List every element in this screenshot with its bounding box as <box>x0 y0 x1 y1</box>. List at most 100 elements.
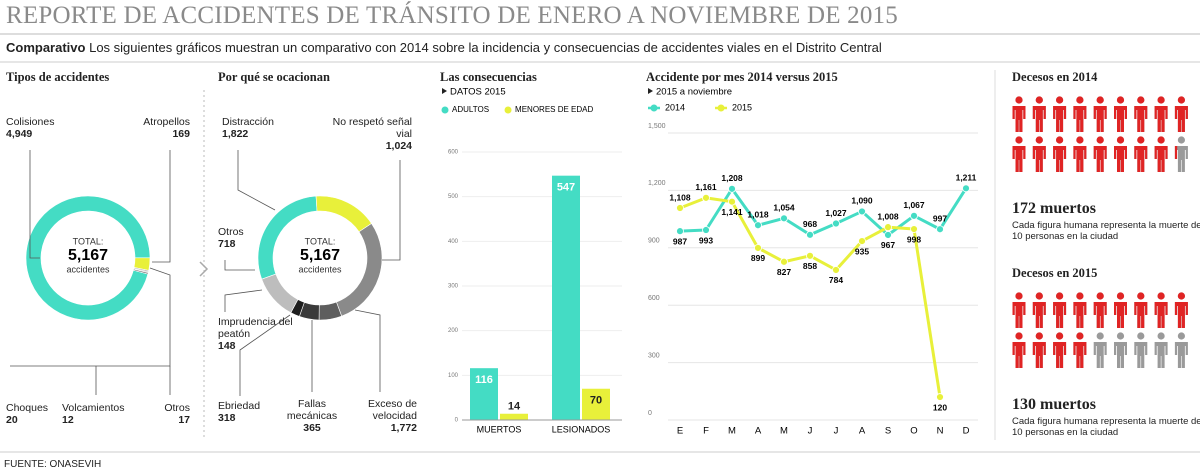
leader-line <box>237 150 276 211</box>
data-label: Ebriedad 318 <box>218 400 278 424</box>
donut-segment <box>133 268 149 275</box>
category-label: Colisiones <box>6 116 55 128</box>
data-label: Fallas mecánicas 365 <box>282 398 342 434</box>
value-label: 365 <box>303 422 321 434</box>
value-label: 1,018 <box>747 209 769 219</box>
category-label: Distracción <box>222 116 274 128</box>
x-tick-label: A <box>755 426 762 437</box>
pictogram <box>1012 292 1188 368</box>
point <box>962 184 970 193</box>
source: FUENTE: ONASEVIH <box>4 459 102 470</box>
y-tick-label: 300 <box>448 284 459 290</box>
person-icon <box>1053 96 1067 132</box>
category-label: Otros <box>164 402 190 414</box>
value-label: 1,027 <box>825 208 847 218</box>
value-label: 718 <box>218 238 236 250</box>
value-label: 1,024 <box>385 140 412 152</box>
person-icon <box>1134 292 1148 328</box>
y-tick-label: 400 <box>448 239 459 245</box>
bar <box>470 368 498 420</box>
category-label: Volcamientos <box>62 402 125 414</box>
category-label: Choques <box>6 402 49 414</box>
note: Cada figura humana representa la muerte … <box>1012 220 1200 242</box>
subtitle-bold: Comparativo <box>6 40 86 55</box>
legend-label: MENORES DE EDAD <box>515 105 593 114</box>
value-label: 968 <box>803 219 817 229</box>
category-label: No respetó señal vial <box>332 116 412 140</box>
y-tick-label: 600 <box>648 295 660 302</box>
value-label: 116 <box>475 374 493 386</box>
panel-subtitle: DATOS 2015 <box>450 87 506 98</box>
legend-label: 2014 <box>665 102 685 112</box>
point <box>936 225 944 234</box>
point <box>676 204 684 212</box>
value-label: 172 muertos <box>1012 200 1096 217</box>
data-label: Choques 20 <box>6 402 56 426</box>
value-label: 998 <box>907 234 921 244</box>
panel-title: Decesos en 2015 <box>1012 266 1098 280</box>
person-icon <box>1093 136 1107 172</box>
y-tick-label: 0 <box>648 410 652 417</box>
line-series <box>679 187 968 237</box>
value-label: 1,054 <box>773 203 795 213</box>
y-tick-label: 1,200 <box>648 180 666 187</box>
person-icon <box>1174 292 1188 328</box>
person-icon <box>1012 96 1026 132</box>
person-icon <box>1032 96 1046 132</box>
point <box>780 214 788 223</box>
y-tick-label: 1,500 <box>648 123 666 130</box>
value-label: 1,772 <box>390 422 417 434</box>
x-tick-label: M <box>780 426 788 437</box>
value-label: 987 <box>673 236 687 246</box>
total-label: TOTAL: <box>305 236 336 246</box>
bullet <box>648 88 653 94</box>
value-label: 14 <box>508 401 521 413</box>
panel-title: Decesos en 2014 <box>1012 70 1098 84</box>
leader-line <box>10 267 171 367</box>
person-icon <box>1154 96 1168 132</box>
leader-line <box>152 150 171 263</box>
donut-segment <box>315 195 372 233</box>
value-label: 784 <box>829 275 843 285</box>
panel-title: Las consecuencias <box>440 70 537 84</box>
x-tick-label: A <box>859 426 866 437</box>
note: Cada figura humana representa la muerte … <box>1012 416 1200 438</box>
person-icon <box>1134 332 1148 368</box>
person-icon <box>1053 332 1067 368</box>
person-icon <box>1114 332 1127 368</box>
data-label: Otros 17 <box>140 402 190 426</box>
y-tick-label: 0 <box>455 418 459 424</box>
x-tick-label: E <box>677 426 683 437</box>
person-icon <box>1073 332 1087 368</box>
y-tick-label: 300 <box>648 352 660 359</box>
total-value: 5,167 <box>68 247 108 264</box>
data-label: Imprudencia del peatón 148 <box>218 316 308 352</box>
y-tick-label: 100 <box>448 373 459 379</box>
value-label: 1,090 <box>851 196 873 206</box>
x-tick-label: LESIONADOS <box>552 424 611 434</box>
data-label: No respetó señal vial 1,024 <box>330 116 412 152</box>
value-label: 1,067 <box>903 200 925 210</box>
x-tick-label: M <box>728 426 736 437</box>
value-label: 547 <box>557 182 575 194</box>
value-label: 1,211 <box>956 173 977 183</box>
data-label: Distracción 1,822 <box>222 116 302 140</box>
value-label: 148 <box>218 340 236 352</box>
point <box>884 231 892 239</box>
person-icon <box>1032 332 1046 368</box>
person-icon <box>1073 292 1087 328</box>
person-icon <box>1174 332 1188 368</box>
person-icon <box>1154 136 1168 172</box>
category-label: Imprudencia del peatón <box>218 316 293 340</box>
point <box>728 197 736 206</box>
person-icon <box>1093 292 1107 328</box>
category-label: Otros <box>218 226 244 238</box>
pictogram <box>1012 96 1188 172</box>
total-label: TOTAL: <box>73 236 104 246</box>
subtitle: Comparativo Los siguientes gráficos mues… <box>6 40 882 55</box>
person-icon <box>1012 332 1026 368</box>
chevron <box>199 261 209 277</box>
leader-line <box>239 314 291 396</box>
donut-segment <box>25 195 151 321</box>
